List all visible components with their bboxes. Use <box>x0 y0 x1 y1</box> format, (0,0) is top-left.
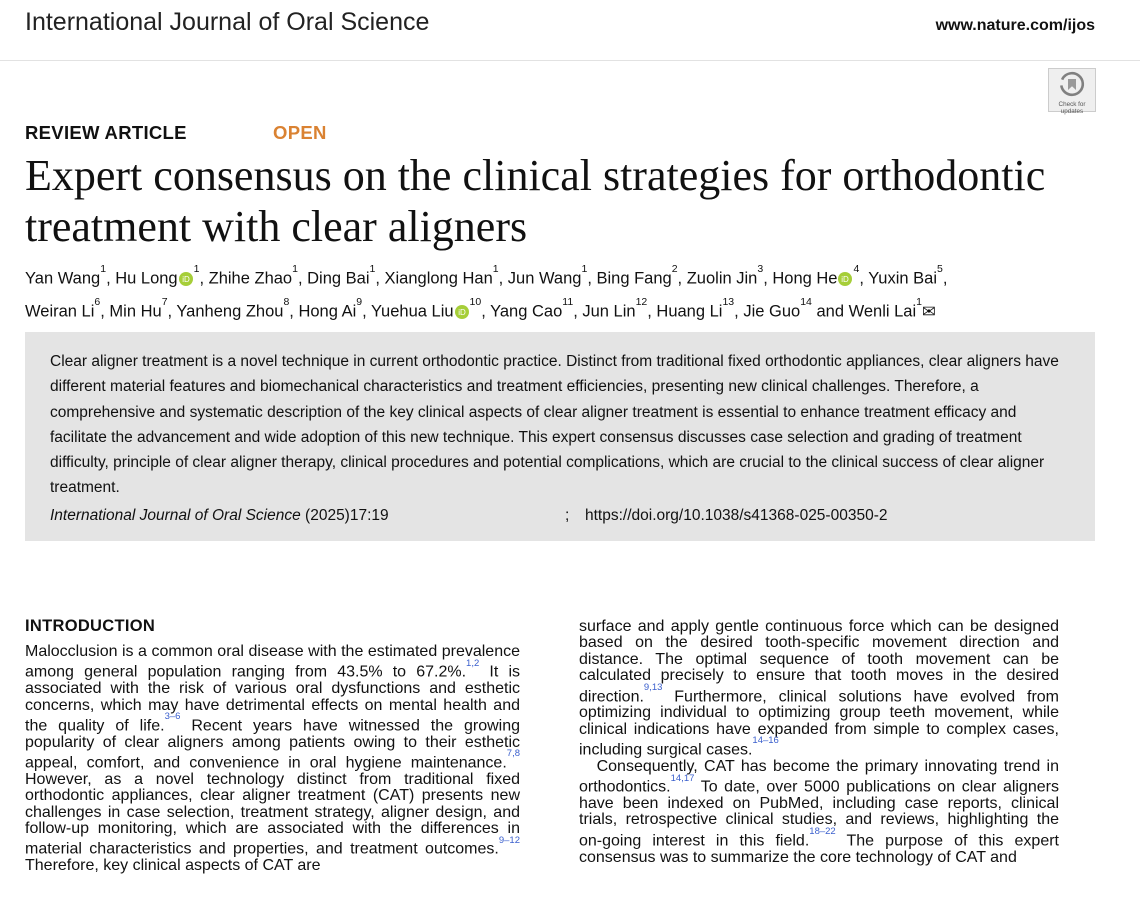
svg-text:iD: iD <box>182 275 190 284</box>
svg-text:iD: iD <box>458 308 466 317</box>
svg-text:iD: iD <box>842 275 850 284</box>
